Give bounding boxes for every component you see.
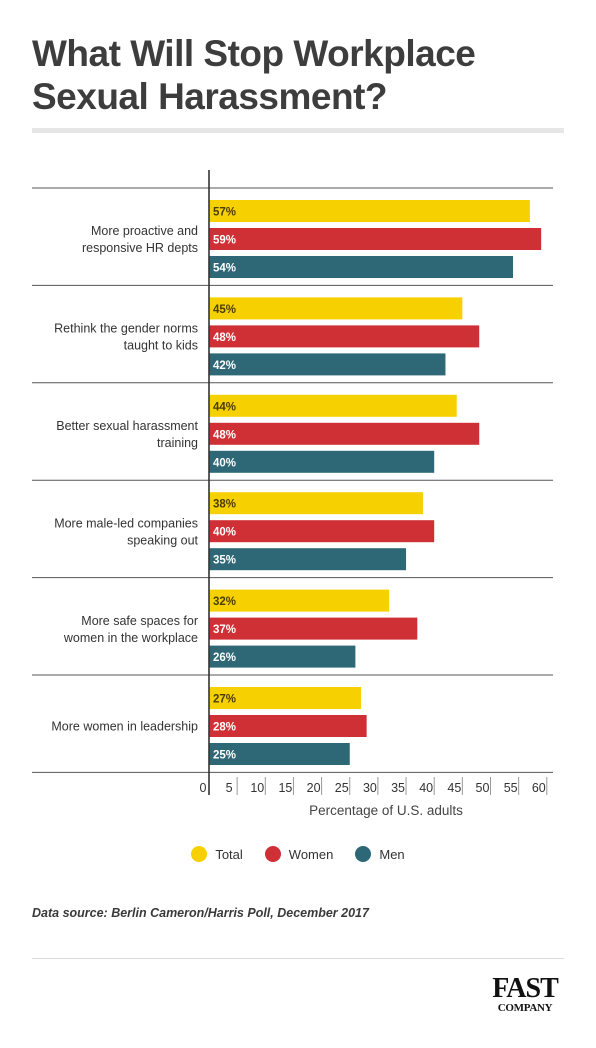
- legend-label-men: Men: [379, 846, 405, 862]
- legend-swatch-total: [191, 846, 208, 862]
- category-label: Rethink the gender norms: [54, 322, 198, 336]
- x-tick-label: 5: [226, 781, 233, 795]
- legend-label-women: Women: [288, 846, 334, 862]
- x-tick-label: 10: [250, 781, 264, 795]
- bar-men: [209, 450, 435, 473]
- fast-company-logo: FAST COMPANY: [490, 973, 560, 1015]
- bar-women: [209, 520, 435, 543]
- bar-men: [209, 548, 407, 571]
- legend-swatch-men: [355, 846, 372, 862]
- category-label: More male-led companies: [54, 516, 198, 530]
- bar-men: [209, 353, 446, 376]
- x-tick-label: 30: [363, 781, 377, 795]
- data-label: 48%: [213, 332, 236, 344]
- bar-chart: 57% 59% 54% More proactive and responsive HR…: [32, 170, 553, 818]
- bar-women: [209, 617, 418, 640]
- bar-men: [209, 743, 350, 765]
- data-label: 54%: [213, 263, 236, 275]
- category-label: training: [157, 436, 198, 450]
- data-label: 32%: [213, 596, 236, 608]
- x-tick-label: 40: [419, 781, 433, 795]
- data-source: Data source: Berlin Cameron/Harris Poll,…: [32, 906, 369, 920]
- category-label: speaking out: [127, 533, 198, 547]
- logo-line-1: FAST: [492, 973, 559, 1004]
- x-tick-label: 45: [447, 781, 461, 795]
- category-label: More safe spaces for: [81, 614, 198, 628]
- data-label: 57%: [213, 207, 236, 219]
- legend-item-women: Women: [264, 846, 334, 862]
- data-label: 45%: [213, 304, 236, 316]
- legend-label-total: Total: [215, 846, 243, 862]
- data-label: 37%: [213, 624, 236, 636]
- legend-item-men: Men: [355, 846, 405, 862]
- data-label: 59%: [213, 235, 236, 247]
- x-tick-label: 55: [504, 781, 518, 795]
- data-label: 42%: [213, 360, 236, 372]
- x-tick-label: 0: [200, 781, 207, 795]
- data-label: 27%: [213, 694, 236, 706]
- bar-total: [209, 297, 463, 320]
- category-label: More women in leadership: [51, 720, 198, 734]
- legend-swatch-women: [264, 846, 281, 862]
- bar-total: [209, 589, 390, 612]
- data-label: 25%: [213, 750, 236, 762]
- bar-total: [209, 394, 457, 417]
- category-label: responsive HR depts: [82, 241, 198, 255]
- chart-title: What Will Stop Workplace Sexual Harassme…: [32, 33, 476, 117]
- category-label: More proactive and: [91, 224, 198, 238]
- category-label: Better sexual harassment: [56, 419, 198, 433]
- logo-line-2: COMPANY: [497, 1002, 553, 1014]
- bar-total: [209, 687, 362, 709]
- bar-women: [209, 325, 480, 348]
- data-label: 38%: [213, 499, 236, 511]
- bar-total: [209, 200, 530, 222]
- footer-divider: [32, 958, 564, 959]
- legend: Total Women Men: [0, 846, 596, 862]
- data-label: 40%: [213, 457, 236, 469]
- bar-women: [209, 228, 542, 250]
- data-label: 44%: [213, 401, 236, 413]
- data-label: 28%: [213, 722, 236, 734]
- data-label: 40%: [213, 527, 236, 539]
- category-label: taught to kids: [124, 339, 198, 353]
- x-axis-label: Percentage of U.S. adults: [309, 803, 463, 818]
- x-tick-label: 20: [307, 781, 321, 795]
- x-tick-label: 50: [476, 781, 490, 795]
- data-label: 35%: [213, 555, 236, 567]
- bar-women: [209, 422, 480, 445]
- x-tick-label: 35: [391, 781, 405, 795]
- data-label: 48%: [213, 429, 236, 441]
- category-label: women in the workplace: [63, 631, 198, 645]
- legend-item-total: Total: [191, 846, 243, 862]
- title-divider: [32, 128, 564, 133]
- x-tick-label: 25: [335, 781, 349, 795]
- bar-women: [209, 715, 367, 737]
- data-label: 26%: [213, 652, 236, 664]
- bar-men: [209, 645, 356, 668]
- x-tick-label: 15: [278, 781, 292, 795]
- x-tick-label: 60: [532, 781, 546, 795]
- bar-men: [209, 256, 514, 278]
- bar-total: [209, 492, 423, 515]
